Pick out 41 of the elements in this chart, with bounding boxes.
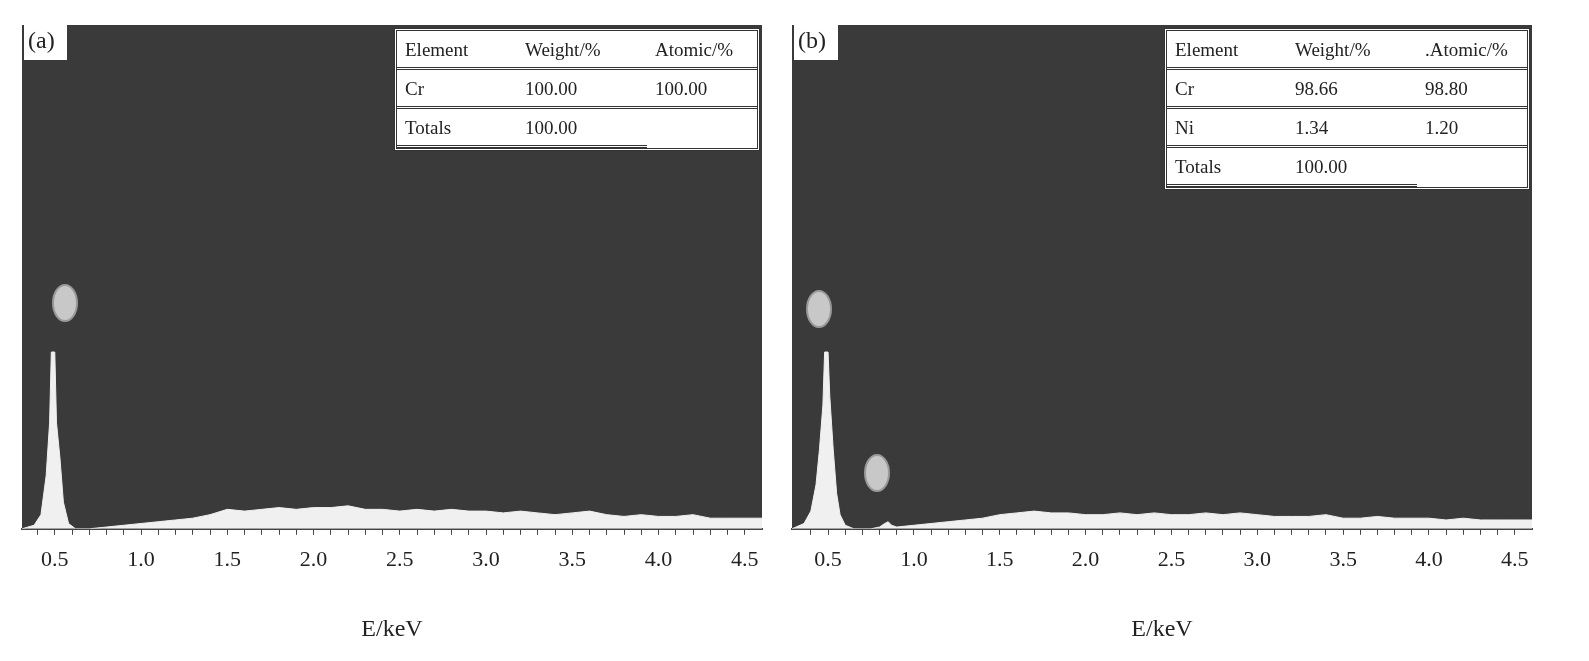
- x-tick-label: 4.0: [644, 545, 673, 571]
- text: Weight/%: [1287, 31, 1417, 70]
- x-tick-label: 2.0: [299, 545, 328, 571]
- x-tick-label: 0.5: [814, 545, 842, 571]
- text: 100.00: [1287, 148, 1417, 187]
- x-tick-label: 3.0: [472, 545, 500, 571]
- x-tick-label: 3.5: [1329, 545, 1357, 571]
- x-axis-title: E/keV: [1131, 614, 1194, 641]
- x-tick-label: 4.5: [1501, 545, 1529, 571]
- text: Element: [397, 31, 517, 70]
- text: .Atomic/%: [1417, 31, 1527, 70]
- text: Weight/%: [517, 31, 647, 70]
- text: Cr: [1167, 70, 1287, 109]
- text: 1.34: [1287, 109, 1417, 148]
- x-tick-label: 1.5: [986, 545, 1014, 571]
- x-tick-label: 2.5: [1157, 545, 1186, 571]
- chart-title: (a): [24, 25, 67, 60]
- text: 1.20: [1417, 109, 1527, 148]
- text: Totals: [1167, 148, 1287, 187]
- x-tick-label: 0.5: [41, 545, 69, 571]
- x-tick-label: 4.5: [731, 545, 759, 571]
- text: Atomic/%: [647, 31, 757, 70]
- x-axis-title: E/keV: [361, 614, 424, 641]
- x-tick-label: 2.5: [386, 545, 414, 571]
- text: 98.66: [1287, 70, 1417, 109]
- text: 100.00: [517, 109, 647, 148]
- x-tick-label: 1.0: [127, 545, 155, 571]
- x-tick-label: 2.0: [1071, 545, 1100, 571]
- text: 100.00: [647, 70, 757, 109]
- text: 100.00: [517, 70, 647, 109]
- x-tick-label: 4.0: [1415, 545, 1443, 571]
- text: Ni: [1167, 109, 1287, 148]
- x-tick-label: 1.0: [900, 545, 928, 571]
- text: Element: [1167, 31, 1287, 70]
- chart-title: (b): [794, 25, 838, 60]
- text: 98.80: [1417, 70, 1527, 109]
- x-tick-label: 1.5: [213, 545, 242, 571]
- text: Totals: [397, 109, 517, 148]
- text: Cr: [397, 70, 517, 109]
- x-tick-label: 3.0: [1243, 545, 1272, 571]
- x-tick-label: 3.5: [558, 545, 587, 571]
